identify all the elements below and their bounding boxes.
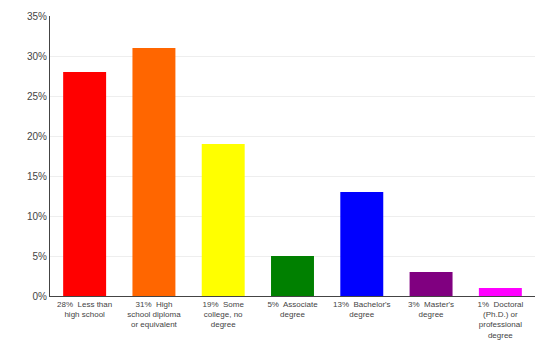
- svg-text:10%: 10%: [27, 211, 47, 222]
- svg-text:31% Highschool diplomaor equi: 31% Highschool diplomaor equivalent: [127, 300, 181, 330]
- svg-text:25%: 25%: [27, 91, 47, 102]
- svg-text:3% Master'sdegree: 3% Master'sdegree: [408, 300, 454, 319]
- svg-text:28% Less thanhigh school: 28% Less thanhigh school: [57, 300, 112, 319]
- svg-text:15%: 15%: [27, 171, 47, 182]
- svg-text:30%: 30%: [27, 51, 47, 62]
- svg-text:13% Bachelor'sdegree: 13% Bachelor'sdegree: [333, 300, 391, 319]
- svg-text:5%: 5%: [33, 251, 48, 262]
- svg-text:19% Somecollege, nodegree: 19% Somecollege, nodegree: [203, 300, 245, 330]
- svg-text:5% Associatedegree: 5% Associatedegree: [267, 300, 318, 319]
- svg-text:35%: 35%: [27, 11, 47, 22]
- svg-text:1% Doctoral(Ph.D.) orprofessi: 1% Doctoral(Ph.D.) orprofessionaldegree: [477, 300, 523, 340]
- svg-text:20%: 20%: [27, 131, 47, 142]
- svg-text:0%: 0%: [33, 291, 48, 302]
